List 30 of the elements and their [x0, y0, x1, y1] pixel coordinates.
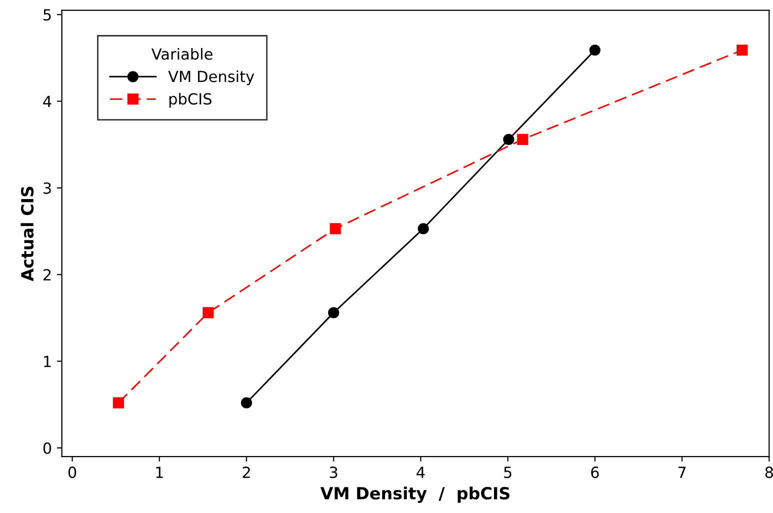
y-tick-label: 4 [43, 96, 52, 108]
x-tick-label: 3 [330, 466, 338, 478]
x-tick-label: 4 [416, 466, 425, 478]
x-tick-label: 7 [678, 466, 686, 478]
y-tick-label: 2 [44, 269, 51, 280]
point [330, 223, 341, 234]
point [736, 44, 748, 56]
point [202, 307, 214, 318]
point [517, 134, 528, 145]
point [240, 397, 252, 408]
y-tick-label: 3 [44, 182, 51, 194]
x-axis-title: VM Density / pbCIS [320, 486, 510, 503]
point [503, 134, 514, 145]
x-tick-label: 8 [765, 466, 773, 478]
y-tick-label: 5 [44, 9, 51, 21]
x-tick-label: 2 [242, 466, 250, 478]
point [418, 223, 429, 234]
y-tick-label: 0 [43, 442, 52, 454]
legend-label: VM Density [168, 70, 254, 86]
point [589, 44, 600, 56]
x-tick-label: 6 [591, 466, 599, 478]
x-tick-label: 1 [156, 466, 163, 478]
point [112, 397, 124, 408]
y-axis-title: Actual CIS [20, 186, 34, 282]
point [328, 307, 340, 318]
y-tick-label: 1 [44, 356, 51, 368]
legend-label: pbCIS [169, 92, 212, 108]
legend-title: Variable [151, 48, 212, 60]
x-tick-label: 5 [504, 466, 512, 478]
x-tick-label: 0 [68, 466, 76, 478]
